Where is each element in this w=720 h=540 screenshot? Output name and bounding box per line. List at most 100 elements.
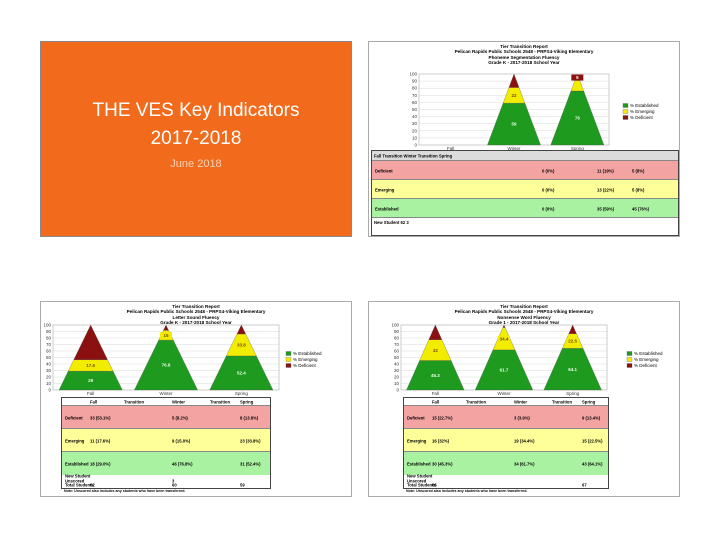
legend-swatch bbox=[622, 115, 629, 120]
row-value: 0 (0%) bbox=[542, 206, 555, 211]
table-header-row: Fall Transition Winter Transition Spring bbox=[404, 398, 608, 405]
table-note: Note: Unscored also includes any student… bbox=[64, 488, 186, 493]
table-row-deficient: Deficient 15 (22.7%) 3 (3.9%) 9 (13.4%) bbox=[404, 405, 608, 429]
row-value: 45 (76%) bbox=[632, 206, 649, 211]
table-footer-row: Total Students 66 67 bbox=[404, 483, 608, 488]
legend-swatch bbox=[285, 351, 292, 356]
row-label: Emerging bbox=[65, 438, 85, 443]
row-value: 35 (59%) bbox=[597, 206, 614, 211]
row-value: 31 (52.4%) bbox=[240, 461, 261, 466]
slide-title: THE VES Key Indicators bbox=[92, 100, 300, 121]
y-tick-label: 90 bbox=[46, 329, 52, 334]
table-footer-row: Unscored bbox=[404, 478, 608, 483]
triangle-segment-deficient bbox=[428, 324, 443, 340]
y-tick-label: 70 bbox=[394, 342, 400, 347]
row-label: Deficient bbox=[375, 168, 393, 173]
footer-label: New Student bbox=[407, 473, 433, 479]
table-header-cell: Winter bbox=[172, 399, 185, 404]
y-tick-label: 30 bbox=[46, 368, 52, 373]
table-row-emerging: Emerging 0 (0%) 13 (22%) 5 (8%) bbox=[372, 179, 678, 199]
data-label-box bbox=[160, 332, 172, 339]
report-title: Tier Transition Report Pelican Rapids Pub… bbox=[41, 304, 351, 326]
y-tick-label: 80 bbox=[394, 336, 400, 341]
report-slide-psf: Tier Transition Report Pelican Rapids Pub… bbox=[368, 41, 680, 237]
legend-swatch bbox=[285, 363, 292, 368]
row-value: 5 (8%) bbox=[632, 168, 645, 173]
table-footer-row: Unscored 3 bbox=[62, 478, 270, 483]
y-tick-label: 0 bbox=[396, 388, 399, 393]
row-value: 34 (61.7%) bbox=[514, 461, 535, 466]
report-title-line: Tier Transition Report bbox=[500, 44, 548, 49]
row-value: 11 (19%) bbox=[597, 168, 614, 173]
y-tick-label: 0 bbox=[414, 143, 417, 148]
footer-label: Total Students bbox=[407, 482, 436, 488]
table-row-established: Established 18 (29.0%) 46 (76.8%) 31 (52.4%… bbox=[62, 451, 270, 475]
legend-label: % Deficient bbox=[293, 363, 317, 368]
y-tick-label: 100 bbox=[409, 72, 417, 77]
data-label-box bbox=[566, 338, 579, 345]
table-row-emerging: Emerging 16 (32%) 19 (34.4%) 15 (22.5%) bbox=[404, 428, 608, 452]
row-label: Established bbox=[65, 461, 89, 466]
report-title-line: Tier Transition Report bbox=[500, 304, 548, 309]
y-tick-label: 60 bbox=[394, 349, 400, 354]
data-label: 33.8 bbox=[237, 343, 246, 348]
row-value: 11 (17.6%) bbox=[90, 438, 111, 443]
y-tick-label: 30 bbox=[394, 368, 400, 373]
y-tick-label: 0 bbox=[48, 388, 51, 393]
data-label-box bbox=[429, 372, 442, 379]
row-value: 15 (22.7%) bbox=[432, 415, 453, 420]
tier-chart: 100908070605040302010045.332Fall61.734.4… bbox=[391, 323, 663, 397]
title-text: THE VES Key Indicators 2017-2018 bbox=[41, 97, 351, 153]
table-row-emerging: Emerging 11 (17.6%) 9 (15.0%) 23 (33.8%) bbox=[62, 428, 270, 452]
legend-swatch bbox=[626, 357, 633, 362]
table-note: Note: Unscored also includes any student… bbox=[406, 488, 528, 493]
row-value: 9 (15.0%) bbox=[172, 438, 191, 443]
table-footer-row: New Student bbox=[404, 474, 608, 479]
y-tick-label: 70 bbox=[46, 342, 52, 347]
report-title-line: Grade 1 - 2017-2018 School Year bbox=[488, 320, 560, 326]
row-value: 43 (64.1%) bbox=[582, 461, 603, 466]
data-label: 22 bbox=[511, 93, 517, 98]
y-tick-label: 20 bbox=[46, 375, 52, 380]
y-tick-label: 60 bbox=[46, 349, 52, 354]
row-value: 23 (33.8%) bbox=[240, 438, 261, 443]
y-tick-label: 40 bbox=[412, 114, 418, 119]
data-label-box bbox=[84, 377, 97, 384]
footer-value: 67 bbox=[582, 482, 587, 488]
transition-table: Fall Transition Winter Transition Spring… bbox=[371, 150, 679, 236]
data-label-box bbox=[508, 92, 520, 99]
report-title-line: Letter Sound Fluency bbox=[172, 314, 220, 320]
legend-label: % Emerging bbox=[630, 109, 655, 114]
table-row-deficient: Deficient 33 (53.1%) 5 (8.2%) 8 (13.8%) bbox=[62, 405, 270, 429]
row-label: Established bbox=[407, 461, 431, 466]
data-label: 45.3 bbox=[431, 373, 440, 378]
data-label: 22.5 bbox=[568, 339, 577, 344]
row-value: 0 (0%) bbox=[542, 187, 555, 192]
y-tick-label: 40 bbox=[394, 362, 400, 367]
data-label-box bbox=[571, 115, 584, 122]
row-value: 18 (29.0%) bbox=[90, 461, 111, 466]
row-label: Deficient bbox=[407, 415, 425, 420]
table-footer-row: New Student bbox=[62, 474, 270, 479]
table-header-cell: Transition bbox=[124, 399, 145, 404]
report-title-line: Tier Transition Report bbox=[172, 304, 220, 309]
footer-value: 59 bbox=[240, 482, 245, 488]
triangle-segment-deficient bbox=[508, 73, 520, 88]
data-label-box bbox=[498, 335, 510, 342]
footer-value: 66 bbox=[432, 482, 437, 488]
x-tick-label: Fall bbox=[447, 146, 454, 151]
table-row-deficient: Deficient 0 (0%) 11 (19%) 5 (8%) bbox=[372, 160, 678, 180]
table-header-cell: Transition bbox=[210, 399, 231, 404]
table-header-cell: Winter bbox=[514, 399, 527, 404]
y-tick-label: 30 bbox=[412, 121, 418, 126]
row-value: 5 (8.2%) bbox=[172, 415, 188, 420]
row-value: 5 (8%) bbox=[632, 187, 645, 192]
data-label-box bbox=[429, 347, 442, 354]
data-label-box bbox=[84, 362, 97, 369]
table-footer-row: Total Students 62 60 59 bbox=[62, 483, 270, 488]
y-tick-label: 50 bbox=[412, 107, 418, 112]
row-label: Emerging bbox=[375, 187, 395, 192]
report-slide-nwf: Tier Transition Report Pelican Rapids Pub… bbox=[368, 301, 680, 497]
y-tick-label: 90 bbox=[412, 79, 418, 84]
data-label: 61.7 bbox=[500, 368, 509, 373]
